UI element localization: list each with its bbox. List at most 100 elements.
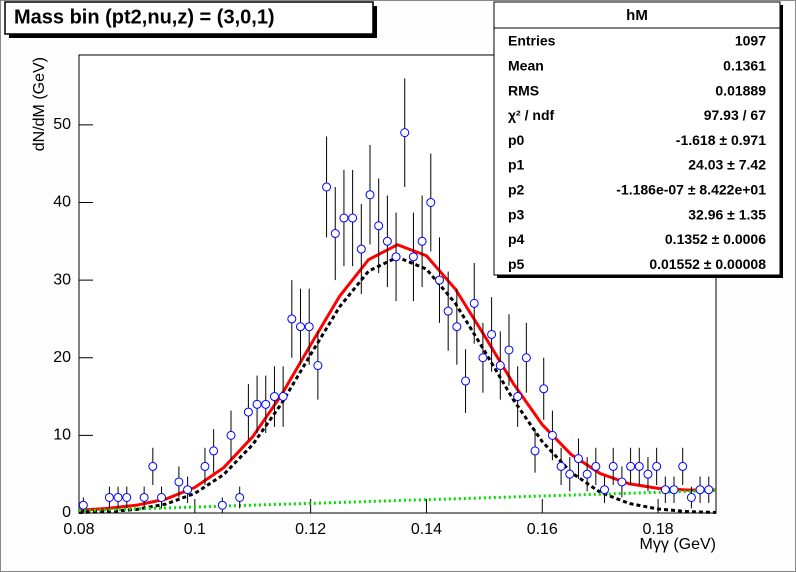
x-tick-label: 0.12 [295, 521, 326, 538]
data-point [339, 213, 349, 223]
data-point [252, 399, 262, 409]
stats-box: hM Entries 1097 Mean 0.1361 RMS 0.01889 χ² / n… [493, 1, 783, 278]
stats-value: 97.93 / 67 [704, 107, 766, 123]
data-point [487, 329, 497, 339]
data-point [582, 469, 592, 479]
stats-label: Mean [508, 58, 544, 74]
data-point [374, 221, 384, 231]
data-point [287, 314, 297, 324]
stats-value: -1.618 ± 0.971 [676, 132, 766, 148]
data-point [400, 128, 410, 138]
x-tick-label: 0.1 [184, 521, 206, 538]
stats-value: 0.01552 ± 0.00008 [649, 256, 766, 272]
data-point [322, 182, 332, 192]
stats-label: p5 [508, 256, 525, 272]
data-point [269, 392, 279, 402]
data-point [660, 485, 670, 495]
data-point [704, 485, 714, 495]
data-point [469, 298, 479, 308]
data-point [695, 485, 705, 495]
data-point [139, 492, 149, 502]
stats-label: p2 [508, 182, 525, 198]
title-box [4, 1, 374, 35]
data-point [183, 485, 193, 495]
data-point [278, 392, 288, 402]
data-point [504, 345, 514, 355]
data-point [157, 492, 167, 502]
stats-title: hM [626, 7, 648, 24]
stats-value: 0.1352 ± 0.0006 [665, 231, 766, 247]
data-point [113, 492, 123, 502]
data-point [452, 322, 462, 332]
data-point [626, 461, 636, 471]
data-point [174, 477, 184, 487]
data-point [617, 477, 627, 487]
data-point [547, 430, 557, 440]
x-tick-label: 0.16 [527, 521, 558, 538]
data-point [434, 275, 444, 285]
stats-value: 24.03 ± 7.42 [688, 157, 766, 173]
data-point [495, 361, 505, 371]
y-tick-label: 50 [53, 116, 71, 133]
y-tick-label: 30 [53, 271, 71, 288]
data-point [78, 500, 88, 510]
data-point [513, 392, 523, 402]
data-point [573, 454, 583, 464]
data-point [348, 213, 358, 223]
data-point [426, 197, 436, 207]
stats-value: 0.01889 [715, 82, 766, 98]
data-point [678, 461, 688, 471]
data-point [148, 461, 158, 471]
data-point [226, 430, 236, 440]
y-axis-label: dN/dM (GeV) [31, 57, 48, 151]
stats-value: 32.96 ± 1.35 [688, 206, 766, 222]
stats-label: p0 [508, 132, 525, 148]
data-point [122, 492, 132, 502]
stats-value: 0.1361 [723, 58, 766, 74]
data-point [461, 376, 471, 386]
data-point [521, 353, 531, 363]
data-point [356, 244, 366, 254]
stats-label: χ² / ndf [508, 107, 554, 123]
data-point [530, 446, 540, 456]
data-point [261, 399, 271, 409]
data-point [209, 446, 219, 456]
x-axis-label: Mγγ (GeV) [640, 536, 716, 553]
y-tick-label: 0 [62, 504, 71, 521]
data-point [391, 252, 401, 262]
data-point [235, 492, 245, 502]
data-point [243, 407, 253, 417]
data-point [365, 190, 375, 200]
data-point [686, 492, 696, 502]
stats-label: p3 [508, 206, 525, 222]
stats-label: Entries [508, 33, 556, 49]
data-point [591, 461, 601, 471]
data-point [608, 461, 618, 471]
x-tick-label: 0.18 [643, 521, 674, 538]
stats-label: p1 [508, 157, 525, 173]
data-point [104, 492, 114, 502]
x-tick-label: 0.08 [63, 521, 94, 538]
y-tick-label: 40 [53, 194, 71, 211]
x-tick-label: 0.14 [411, 521, 442, 538]
data-point [539, 384, 549, 394]
fit-curve [78, 488, 717, 513]
data-point [408, 252, 418, 262]
data-point [556, 461, 566, 471]
stats-label: RMS [508, 82, 539, 98]
y-tick-label: 10 [53, 427, 71, 444]
data-point [652, 461, 662, 471]
data-point [600, 485, 610, 495]
y-tick-label: 20 [53, 349, 71, 366]
data-point [296, 322, 306, 332]
data-point [304, 322, 314, 332]
data-point [478, 353, 488, 363]
data-point [669, 485, 679, 495]
stats-label: p4 [508, 231, 525, 247]
chart-title: Mass bin (pt2,nu,z) = (3,0,1) [14, 6, 275, 28]
data-point [634, 461, 644, 471]
data-point [200, 461, 210, 471]
data-point [330, 229, 340, 239]
stats-value: 1097 [735, 33, 766, 49]
data-point [643, 469, 653, 479]
